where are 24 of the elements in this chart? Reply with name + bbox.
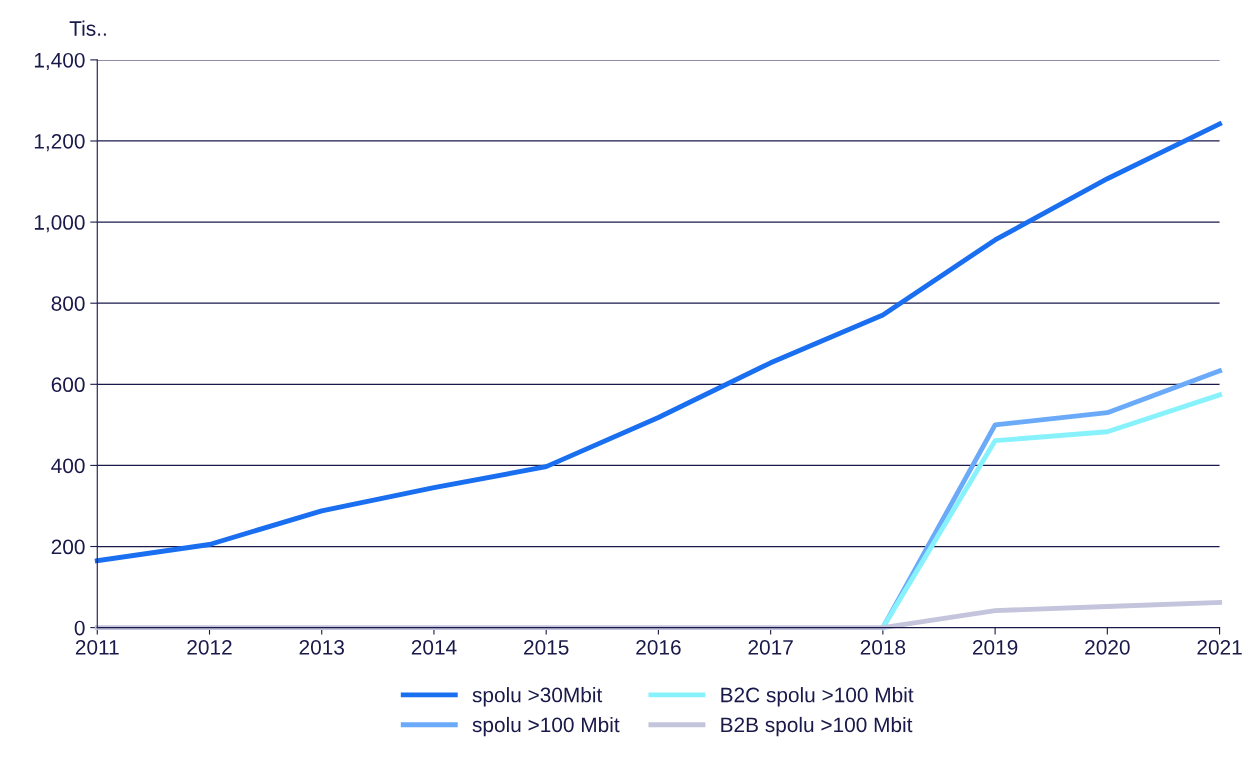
x-tick-label: 2019 xyxy=(972,639,1018,655)
legend-label: B2B spolu >100 Mbit xyxy=(721,716,913,737)
y-axis-title: Tis.. xyxy=(69,20,106,36)
x-tick-label: 2016 xyxy=(636,639,681,655)
x-tick-label: 2013 xyxy=(299,639,344,655)
x-tick-label: 2015 xyxy=(524,639,569,655)
x-tick-label: 2011 xyxy=(75,639,119,655)
y-tick-label: 1,400 xyxy=(34,52,85,71)
x-tick-label: 2018 xyxy=(860,639,906,655)
legend-label: spolu >30Mbit xyxy=(472,687,603,707)
y-tick-label: 800 xyxy=(51,296,85,311)
x-tick-label: 2020 xyxy=(1085,639,1130,655)
y-tick-label: 1,200 xyxy=(34,133,85,152)
legend-label: B2C spolu >100 Mbit xyxy=(721,687,914,707)
legend-label: spolu >100 Mbit xyxy=(472,716,620,737)
x-tick-label: 2014 xyxy=(411,639,457,655)
x-tick-label: 2012 xyxy=(187,639,232,655)
y-tick-label: 200 xyxy=(51,539,85,555)
y-tick-label: 400 xyxy=(51,458,85,474)
y-tick-label: 1,000 xyxy=(34,215,85,233)
y-tick-label: 600 xyxy=(51,377,85,393)
y-tick-label: 0 xyxy=(74,620,85,636)
x-tick-label: 2017 xyxy=(748,639,793,655)
x-tick-label: 2021 xyxy=(1197,639,1242,655)
